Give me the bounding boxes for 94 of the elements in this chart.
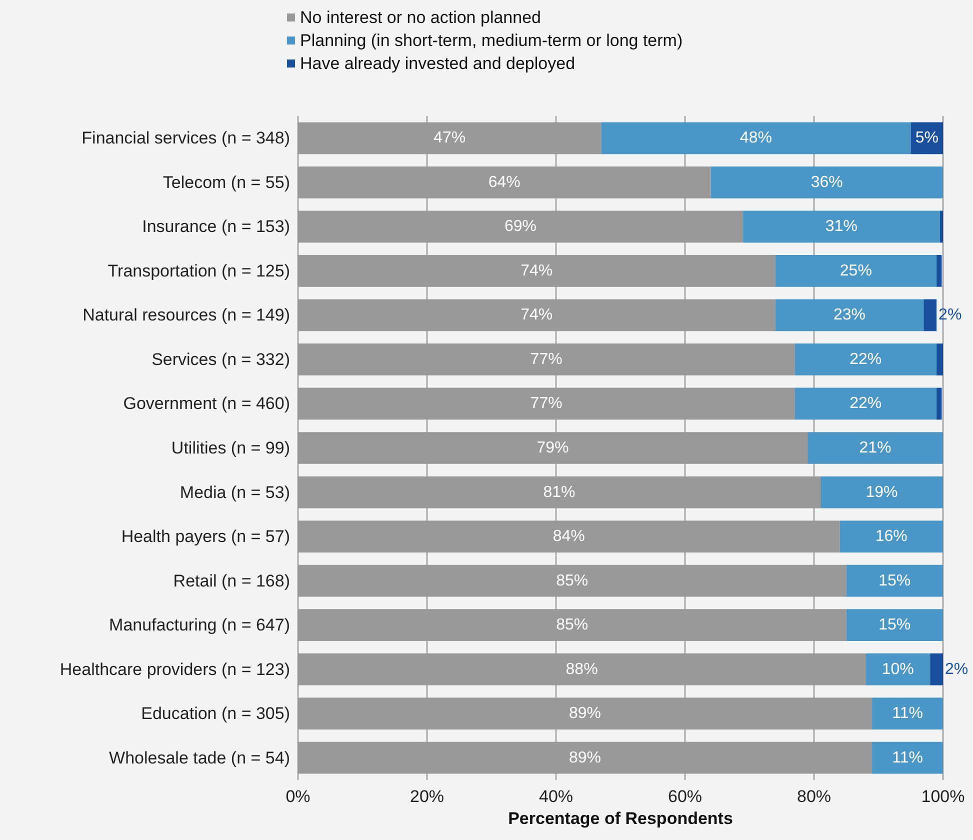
data-label: 89%	[569, 749, 602, 766]
data-label: 64%	[488, 174, 520, 191]
y-tick-label: Health payers (n = 57)	[121, 527, 290, 546]
bar	[298, 122, 602, 154]
bar	[930, 653, 943, 686]
data-label: 77%	[530, 395, 562, 412]
bar	[298, 166, 711, 198]
bar	[775, 299, 924, 332]
bar	[298, 564, 846, 597]
bar	[298, 520, 840, 552]
y-tick-label: Education (n = 305)	[141, 704, 290, 724]
x-tick-label: 60%	[668, 787, 702, 806]
legend-label: Planning (in short-term, medium-term or long term)	[300, 31, 683, 50]
data-label: 22%	[850, 350, 882, 368]
y-tick-label: Transportation (n = 125)	[108, 261, 290, 280]
y-tick-label: Healthcare providers (n = 123)	[60, 660, 290, 679]
bar	[298, 299, 776, 332]
bar	[936, 254, 942, 287]
data-label: 74%	[520, 306, 553, 324]
x-tick-label: 40%	[538, 787, 574, 806]
bar	[298, 698, 872, 730]
bar	[298, 653, 866, 686]
bar	[940, 210, 943, 243]
data-label: 15%	[878, 572, 911, 590]
data-label: 11%	[892, 749, 923, 766]
data-label: 69%	[504, 218, 537, 236]
y-tick-label: Wholesale tade (n = 54)	[109, 748, 290, 768]
bar	[298, 388, 795, 420]
bar	[872, 698, 943, 730]
data-label: 36%	[810, 174, 843, 191]
bar	[840, 520, 943, 552]
bar	[298, 254, 776, 287]
bar	[601, 122, 911, 154]
data-label: 31%	[825, 218, 858, 236]
data-label: 84%	[552, 528, 585, 546]
x-tick-label: 20%	[410, 787, 444, 806]
data-label: 89%	[569, 705, 602, 722]
bar	[743, 210, 940, 243]
legend-label: No interest or no action planned	[300, 8, 541, 27]
data-label: 2%	[945, 660, 968, 678]
data-label: 85%	[556, 572, 588, 590]
y-tick-label: Financial services (n = 348)	[82, 128, 290, 148]
data-label: 15%	[878, 616, 911, 634]
bar	[710, 166, 943, 198]
bar	[298, 609, 846, 642]
data-label: 10%	[882, 660, 914, 678]
bar	[298, 432, 808, 464]
bar	[846, 609, 943, 642]
data-label: 22%	[850, 395, 882, 412]
y-tick-label: Services (n = 332)	[152, 350, 290, 369]
bar	[794, 388, 937, 420]
bar	[775, 254, 937, 287]
y-tick-label: Retail (n = 168)	[173, 571, 290, 590]
y-tick-label: Media (n = 53)	[180, 482, 290, 502]
x-tick-label: 100%	[921, 787, 965, 806]
bar	[298, 344, 795, 376]
data-label: 23%	[833, 306, 866, 324]
data-label: 48%	[740, 130, 772, 147]
bar	[936, 344, 943, 376]
y-tick-label: Telecom (n = 55)	[162, 172, 290, 192]
data-label: 11%	[892, 705, 923, 722]
bar	[794, 344, 937, 376]
y-tick-label: Government (n = 460)	[123, 394, 290, 414]
bar	[298, 476, 820, 508]
y-tick-label: Insurance (n = 153)	[142, 217, 290, 236]
data-label: 88%	[566, 660, 598, 678]
bar	[820, 476, 943, 508]
bar	[872, 742, 943, 774]
y-tick-label: Utilities (n = 99)	[171, 438, 290, 458]
data-label: 81%	[543, 484, 576, 501]
data-label: 19%	[866, 484, 898, 501]
x-tick-label: 0%	[286, 787, 310, 806]
bar	[298, 742, 872, 774]
y-tick-label: Manufacturing (n = 647)	[109, 616, 290, 635]
bar	[936, 388, 942, 420]
data-label: 79%	[536, 440, 569, 456]
data-label: 74%	[520, 262, 553, 280]
x-tick-label: 80%	[796, 787, 832, 806]
data-label: 21%	[859, 440, 892, 456]
bar	[298, 210, 744, 243]
bar	[808, 432, 943, 464]
data-label: 2%	[938, 306, 962, 324]
data-label: 25%	[840, 262, 872, 280]
bar	[866, 653, 930, 686]
data-label: 5%	[915, 130, 938, 147]
legend-label: Have already invested and deployed	[300, 54, 576, 73]
data-label: 16%	[875, 528, 908, 546]
data-label: 77%	[530, 350, 562, 368]
bar	[846, 564, 943, 597]
data-label: 47%	[434, 130, 466, 147]
y-tick-label: Natural resources (n = 149)	[82, 306, 290, 325]
x-axis-title: Percentage of Respondents	[508, 809, 733, 828]
data-label: 85%	[556, 616, 588, 634]
bar	[924, 299, 937, 332]
